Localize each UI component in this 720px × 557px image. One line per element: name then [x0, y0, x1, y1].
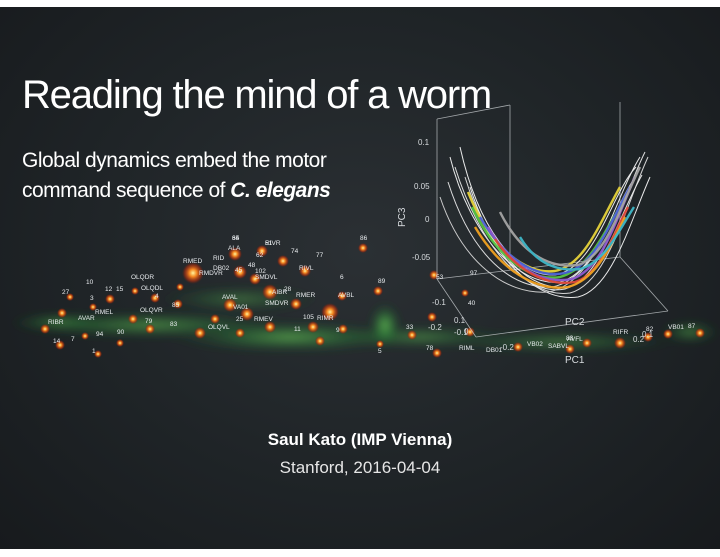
neuron-label: OLQVL [208, 324, 230, 331]
neuron-label: 1 [92, 348, 96, 355]
neuron-label: RMER [296, 292, 315, 299]
neuron-label: 62 [256, 252, 264, 259]
neuron-label: 48 [248, 262, 256, 269]
neuron-label: AVFL [567, 336, 583, 343]
plot-tick-label: -0.2 [428, 323, 442, 332]
neuron-label: 86 [360, 235, 368, 242]
plot-tick-label: 0.1 [418, 138, 430, 147]
subtitle-prefix: command sequence of [22, 179, 231, 202]
neuron-label: 15 [116, 286, 124, 293]
neuron-label: RIML [459, 345, 475, 352]
plot-axis-label: PC1 [565, 355, 585, 366]
neuron-label: 9 [336, 327, 340, 334]
neuron-label: 88 [566, 335, 574, 342]
plot-tick-label: -0.2 [500, 343, 514, 352]
neuron-label: 40 [468, 300, 476, 307]
neuron-label: RIFR [613, 329, 628, 336]
neuron-label: 53 [436, 274, 444, 281]
species-name: C. elegans [230, 179, 331, 202]
neuron-label: RMED [183, 258, 202, 265]
neuron-label: 6 [340, 274, 344, 281]
neuron-label: 65 [232, 235, 240, 242]
plot-tick-label: 0.2 [633, 335, 645, 344]
plot-axis-label: PC2 [565, 317, 585, 328]
neuron-label: 12 [105, 286, 113, 293]
neuron-label: 105 [303, 314, 314, 321]
neuron-label: 74 [291, 248, 299, 255]
neuron-label: 51 [265, 240, 273, 247]
neuron-label: VB02 [527, 341, 543, 348]
neuron-label: 97 [470, 270, 478, 277]
slide: 34 RIVR ALA 74 77 RIVL 86 RMED RID 62 RMDVR 45 48 OLQ… [0, 7, 720, 549]
neuron-label: OLQDL [141, 285, 163, 292]
neuron-label: OLQDR [131, 274, 154, 281]
neuron-label: RMDVR [199, 270, 223, 277]
neuron-label: 85 [172, 302, 180, 309]
neuron-label: 14 [53, 338, 61, 345]
neuron-label: 45 [235, 267, 243, 274]
neuron-glows [40, 243, 705, 358]
author-name: Saul Kato (IMP Vienna) [267, 430, 453, 449]
venue-date: Stanford, 2016-04-04 [279, 458, 441, 477]
neuron-label: AVAR [78, 315, 95, 322]
neuron-label: 79 [145, 318, 153, 325]
neuron-label: 25 [236, 316, 244, 323]
neuron-label: SMDVR [265, 300, 289, 307]
neuron-label: DB01 [486, 347, 503, 354]
neuron-label: RMEV [254, 316, 273, 323]
neuron-label: AVAL [222, 294, 238, 301]
plot-tick-label: 0.1 [454, 316, 466, 325]
neuron-label: AIBR [272, 289, 287, 296]
neuron-label: 11 [294, 326, 301, 333]
neuron-label: 102 [255, 268, 266, 275]
plot-tick-label: -0.05 [412, 253, 431, 262]
neuron-label: RIMR [317, 315, 334, 322]
neuron-label: RID [213, 255, 225, 262]
pca-trajectory-plot [436, 102, 669, 338]
slide-subtitle-line-2: command sequence of C. elegans [22, 179, 331, 203]
plot-tick-label: -0.1 [432, 298, 446, 307]
plot-tick-label: 0 [425, 215, 430, 224]
neuron-label: DB02 [213, 265, 230, 272]
neuron-label: OLQVR [140, 307, 163, 314]
plot-tick-label: 0.1 [642, 330, 654, 339]
neuron-label: 33 [406, 324, 414, 331]
neuron-label: 78 [426, 345, 434, 352]
slide-subtitle-line-1: Global dynamics embed the motor [22, 149, 327, 172]
plot-tick-label: -0.1 [454, 328, 468, 337]
neuron-label: 94 [96, 331, 104, 338]
neuron-label: AVBL [338, 292, 355, 299]
neuron-label: ALA [228, 245, 241, 252]
neuron-label: 4 [155, 293, 159, 300]
neuron-label: 10 [86, 279, 94, 286]
plot-tick-label: 0.05 [414, 182, 430, 191]
neuron-label: 27 [62, 289, 70, 296]
plot-tick-label: 0 [464, 327, 469, 336]
neuron-label: 83 [170, 321, 178, 328]
neuron-label: 3 [90, 295, 94, 302]
neuron-label: VA01 [233, 304, 249, 311]
neuron-label: 28 [284, 286, 292, 293]
neuron-label: RIVR [265, 240, 281, 247]
green-tissue [10, 285, 720, 354]
slide-title: Reading the mind of a worm [22, 73, 492, 117]
neuron-label: RIBR [48, 319, 64, 326]
plot-axis-label: PC3 [397, 207, 408, 227]
neuron-label: RMEL [95, 309, 113, 316]
neuron-label: 77 [316, 252, 324, 259]
neuron-label: 34 [232, 235, 240, 242]
neuron-label: SMDVL [255, 274, 278, 281]
neuron-label: SABVL [548, 343, 569, 350]
neuron-label: VB01 [668, 324, 684, 331]
neuron-label: 90 [117, 329, 125, 336]
neuron-label: 7 [71, 336, 75, 343]
neuron-label: 87 [688, 323, 696, 330]
neuron-label: 89 [378, 278, 386, 285]
neuron-label: 5 [378, 348, 382, 355]
neuron-label: RIVL [299, 265, 314, 272]
neuron-label: 82 [646, 326, 654, 333]
